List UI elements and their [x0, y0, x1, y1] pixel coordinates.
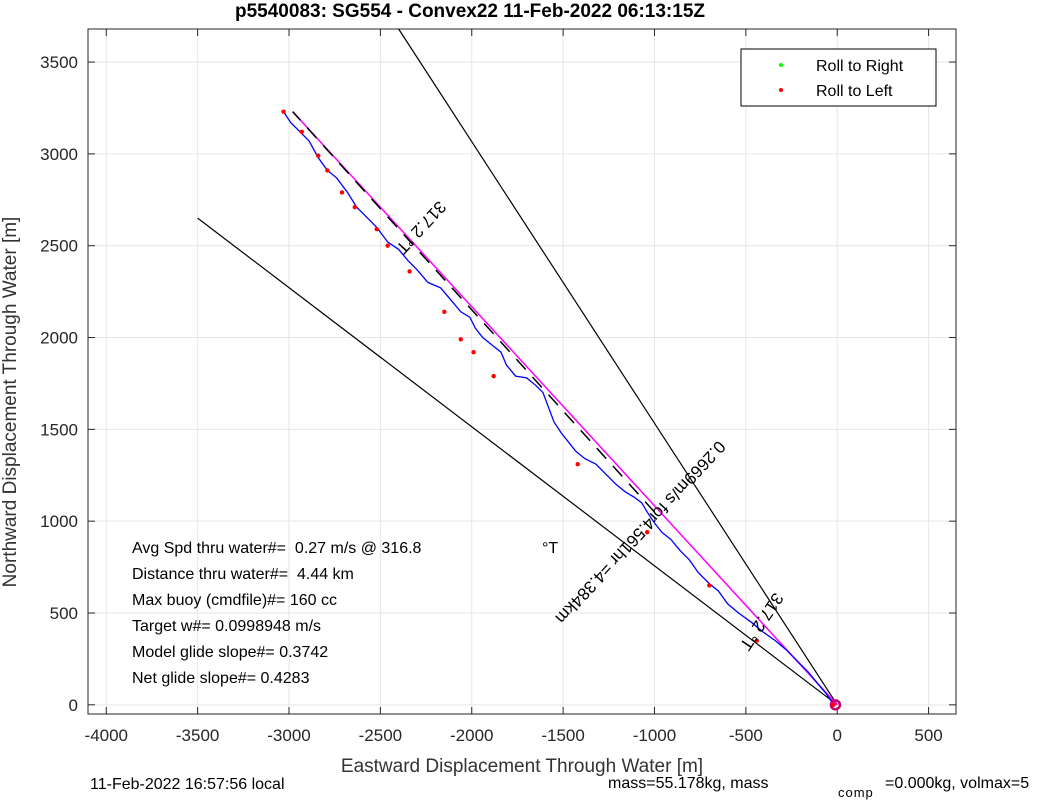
x-axis-label: Eastward Displacement Through Water [m] [341, 756, 703, 777]
y-tick-label: 1000 [40, 512, 78, 531]
footer-mass-tail: =0.000kg, volmax=5 [885, 775, 1029, 792]
legend-marker-roll-right [779, 63, 783, 67]
course-dashed-line [292, 111, 656, 513]
x-tick-label: -500 [729, 726, 763, 745]
footer-mass-subscript: comp [838, 785, 874, 800]
dive-point [575, 462, 580, 467]
plot-frame [87, 28, 957, 715]
model-line [292, 111, 838, 706]
stat-max-buoy: Max buoy (cmdfile)#= 160 cc [132, 592, 337, 609]
legend-label-roll-right: Roll to Right [816, 58, 904, 75]
stat-target-w: Target w#= 0.0998948 m/s [132, 618, 321, 635]
dive-point [754, 638, 760, 643]
y-axis-label: Northward Displacement Through Water [m] [0, 217, 21, 588]
dive-point [407, 269, 412, 274]
y-tick-label: 2500 [40, 237, 78, 256]
stat-avg-speed-unit: °T [542, 540, 558, 557]
dive-point [316, 153, 321, 158]
grid [88, 29, 956, 714]
dive-point [458, 337, 463, 342]
stat-avg-speed: Avg Spd thru water#= 0.27 m/s @ 316.8 [132, 540, 422, 557]
stat-net-glide-slope: Net glide slope#= 0.4283 [132, 670, 310, 687]
dive-point [385, 243, 390, 248]
dive-point [352, 204, 357, 210]
x-tick-label: -3000 [267, 726, 310, 745]
legend-box [740, 48, 937, 107]
dive-point [644, 529, 650, 535]
dive-point [299, 129, 305, 135]
y-tick-label: 1500 [40, 420, 78, 439]
legend-marker-roll-left [779, 88, 783, 92]
stats-block: Avg Spd thru water#= 0.27 m/s @ 316.8 °T… [132, 540, 558, 687]
dive-point [471, 350, 476, 355]
x-tick-label: -4000 [85, 726, 128, 745]
stat-distance: Distance thru water#= 4.44 km [132, 566, 354, 583]
stat-model-glide-slope: Model glide slope#= 0.3742 [132, 644, 328, 661]
heading-line [197, 217, 838, 706]
x-tick-label: -1500 [541, 726, 584, 745]
dive-point [325, 168, 330, 173]
legend: Roll to Right Roll to Left [740, 48, 937, 107]
chart-title: p5540083: SG554 - Convex22 11-Feb-2022 0… [235, 1, 705, 22]
x-tick-label: 500 [914, 726, 942, 745]
dive-point [831, 702, 836, 708]
y-tick-label: 3000 [40, 145, 78, 164]
heading-line [398, 28, 838, 706]
dive-point [281, 109, 286, 114]
y-tick-label: 2000 [40, 329, 78, 348]
x-tick-label: 0 [832, 726, 841, 745]
dive-point [491, 373, 496, 379]
dive-point [707, 583, 712, 588]
y-tick-label: 3500 [40, 53, 78, 72]
x-tick-label: -2000 [450, 726, 493, 745]
dive-point [339, 190, 345, 195]
x-tick-label: -3500 [176, 726, 219, 745]
legend-label-roll-left: Roll to Left [816, 83, 893, 100]
footer-mass: mass=55.178kg, mass [608, 775, 769, 792]
footer-local-time: 11-Feb-2022 16:57:56 local [90, 776, 285, 793]
dive-point [442, 309, 447, 315]
y-tick-label: 0 [69, 696, 78, 715]
x-tick-label: -2500 [359, 726, 402, 745]
y-tick-label: 500 [50, 604, 78, 623]
x-tick-label: -1000 [633, 726, 676, 745]
axis-ticks: -4000 -3500 -3000 -2500 -2000 -1500 -1000 -500 0… [40, 29, 956, 745]
origin-marker [829, 699, 842, 711]
dive-point [374, 226, 379, 232]
